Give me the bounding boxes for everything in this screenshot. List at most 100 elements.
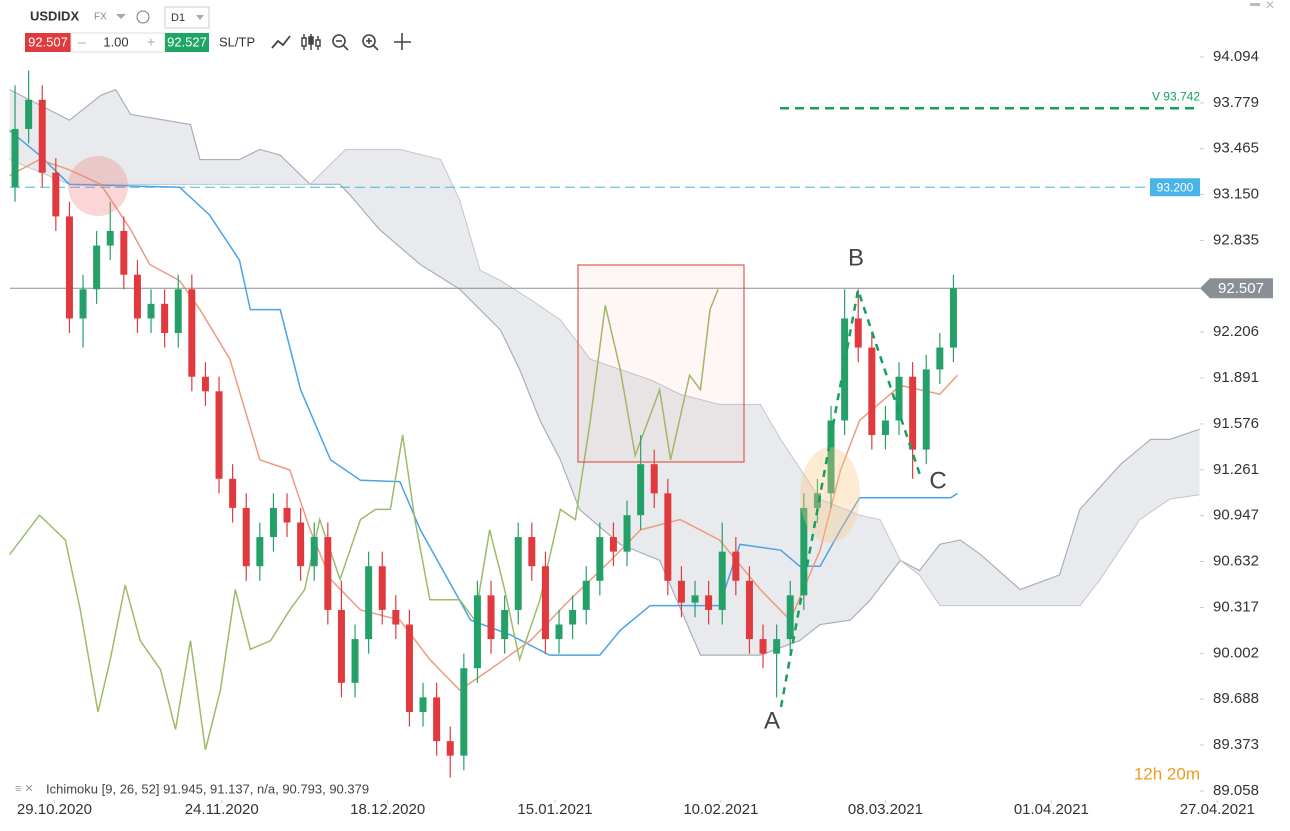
candle-body [52, 172, 60, 217]
y-tick-label: 89.688 [1213, 690, 1259, 707]
candle-body [229, 478, 237, 508]
candle-body [120, 230, 128, 275]
x-tick-label: 27.04.2021 [1180, 801, 1255, 818]
symbol[interactable]: USDIDX [30, 8, 79, 23]
indicator-legend: Ichimoku [9, 26, 52] 91.945, 91.137, n/a… [46, 781, 369, 796]
candle-body [79, 289, 87, 319]
x-tick-label: 29.10.2020 [17, 801, 92, 818]
candle-body [433, 697, 441, 742]
close[interactable]: ✕ [1265, 0, 1275, 12]
sltp-button[interactable]: SL/TP [219, 34, 255, 49]
plus[interactable]: + [147, 34, 155, 50]
x-tick-label: 01.04.2021 [1014, 801, 1089, 818]
legend-icons[interactable]: ≡ ✕ [15, 783, 34, 795]
quantity: 1.00 [103, 34, 128, 49]
candle-body [25, 99, 33, 129]
dropdown-arrow[interactable] [196, 15, 204, 20]
candle-body [881, 420, 889, 436]
candle-body [310, 537, 318, 567]
price-tag-label: 92.507 [1218, 280, 1264, 297]
candle-body [337, 609, 345, 683]
candle-body [582, 580, 590, 610]
y-tick-label: 91.576 [1213, 415, 1259, 432]
candle-body [378, 566, 386, 610]
candle-body [827, 420, 835, 494]
y-tick-label: 94.094 [1213, 48, 1259, 65]
candle-body [365, 566, 373, 640]
candle-body [256, 537, 264, 567]
buy-button[interactable] [165, 33, 209, 52]
minus[interactable]: – [78, 34, 86, 50]
candle-body [351, 639, 359, 683]
candle-body [528, 537, 536, 567]
candle-body [596, 537, 604, 581]
ask-price: 92.527 [167, 34, 207, 49]
zoom-out-icon[interactable] [332, 34, 349, 51]
y-tick-label: 92.835 [1213, 231, 1259, 248]
candle-body [405, 624, 413, 712]
candle-body [637, 464, 645, 516]
candle-body [133, 274, 141, 319]
candle-body [501, 609, 509, 640]
candle-body [487, 595, 495, 640]
candle-body [650, 464, 658, 494]
candle-body [188, 289, 196, 377]
wave-label: A [764, 707, 780, 734]
y-tick-label: 91.891 [1213, 369, 1259, 386]
axes: 92.507 93.200 V 93.742 94.094 93.779 93.465 93… [17, 48, 1273, 818]
zoom-in-icon[interactable] [362, 34, 379, 51]
candle-body [786, 595, 794, 640]
candle-body [569, 609, 577, 625]
candle-body [392, 609, 400, 625]
market: FX [94, 12, 107, 23]
wave-label: B [848, 244, 864, 271]
x-tick-label: 18.12.2020 [350, 801, 425, 818]
y-tick-label: 89.058 [1213, 782, 1259, 799]
y-tick-label: 93.465 [1213, 140, 1259, 157]
y-tick-label: 90.317 [1213, 598, 1259, 615]
info-icon[interactable] [136, 10, 150, 24]
candle-body [555, 624, 563, 640]
candle-body [936, 347, 944, 370]
candle-body [65, 216, 73, 319]
highlight-box [577, 264, 745, 463]
x-tick-label: 15.01.2021 [517, 801, 592, 818]
candle-icon[interactable] [301, 34, 321, 50]
cloud-edge [9, 88, 1200, 656]
candle-body [297, 522, 305, 567]
sell-button[interactable] [25, 33, 71, 52]
candle-body [732, 551, 740, 581]
candle-body [174, 289, 182, 334]
y-tick-label: 92.206 [1213, 323, 1259, 340]
y-tick-label: 90.632 [1213, 553, 1259, 570]
cloud [9, 89, 1200, 656]
cloud-edge [9, 148, 1200, 607]
dropdown-arrow[interactable] [116, 14, 126, 19]
x-tick-label: 08.03.2021 [848, 801, 923, 818]
move-icon[interactable] [394, 33, 411, 50]
y-tick-label: 93.150 [1213, 186, 1259, 203]
candle-body [147, 303, 155, 319]
candle-body [269, 507, 277, 538]
candle-body [895, 376, 903, 421]
line-chart-icon[interactable] [271, 35, 291, 49]
minimize[interactable] [1250, 3, 1260, 6]
y-tick-label: 90.947 [1213, 507, 1259, 524]
y-tick-label: 91.261 [1213, 461, 1259, 478]
candle-body [11, 128, 19, 188]
indicator-line [9, 158, 959, 692]
indicator-line [8, 289, 719, 751]
candle-body [215, 391, 223, 479]
candle-body [745, 580, 753, 640]
candle-body [677, 580, 685, 603]
level-tag-label: 93.200 [1157, 180, 1194, 194]
candle-body [419, 697, 427, 712]
level-label: V 93.742 [1152, 89, 1200, 103]
candle-body [242, 507, 250, 567]
timeframe-select[interactable] [164, 6, 210, 29]
candle-body [473, 595, 481, 669]
candle-body [324, 537, 332, 610]
candle-body [446, 741, 454, 756]
candle-body [813, 493, 821, 508]
highlight-circle [68, 156, 128, 216]
